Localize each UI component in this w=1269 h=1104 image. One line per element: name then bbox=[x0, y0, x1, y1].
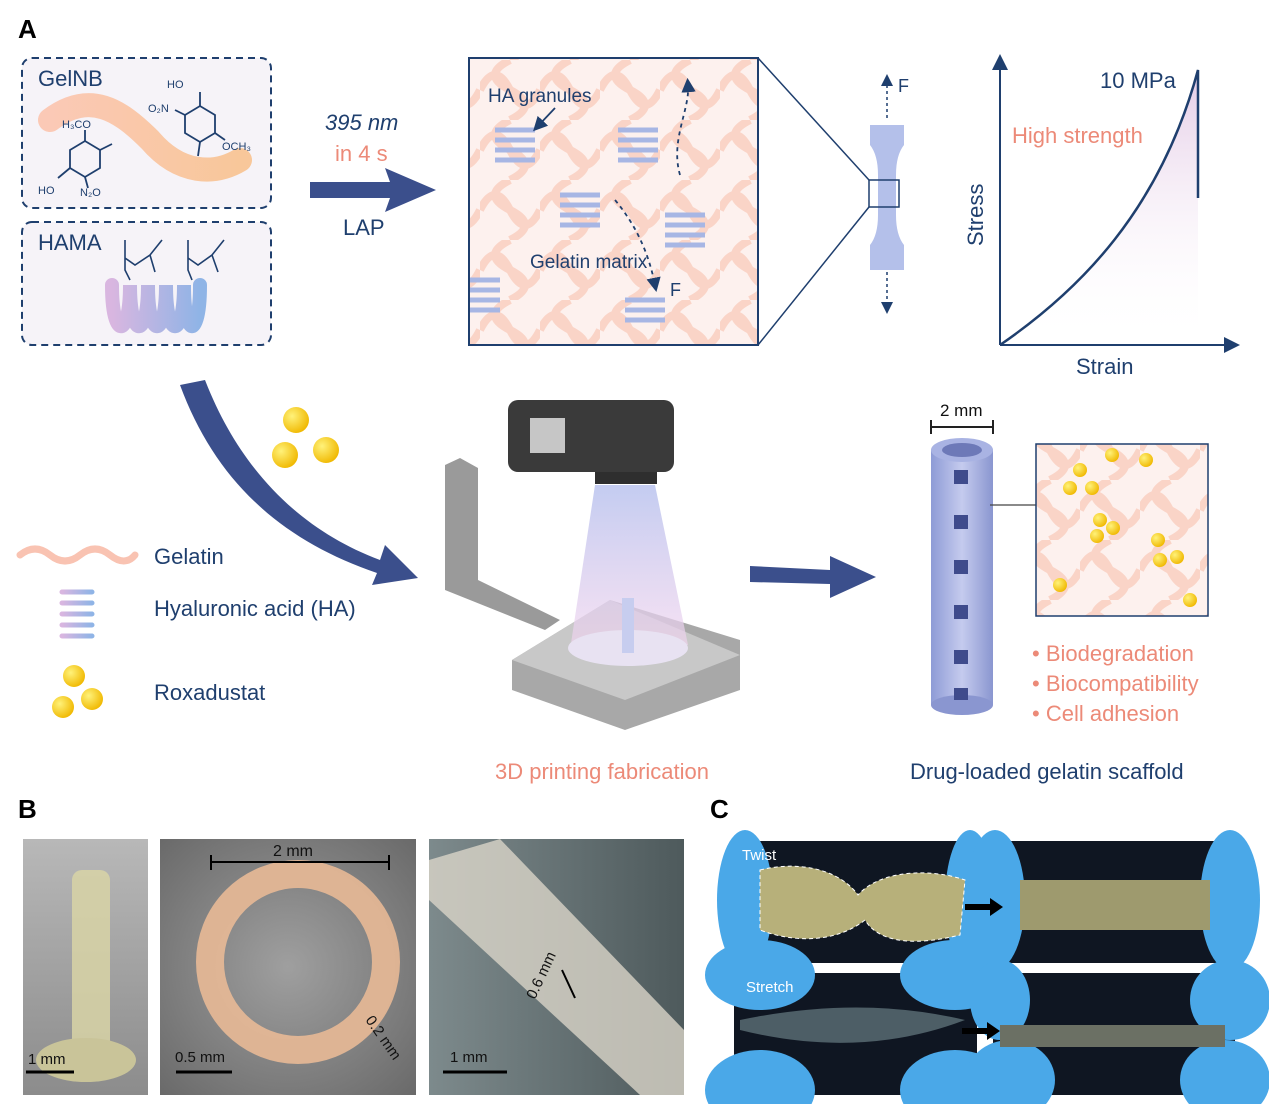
gelatin-strand-icon bbox=[38, 93, 252, 182]
methacrylate-structure bbox=[124, 239, 225, 281]
scale-bar-label: 0.5 mm bbox=[175, 1049, 225, 1066]
chem-label: HO bbox=[38, 185, 55, 197]
max-stress-label: 10 MPa bbox=[1100, 68, 1177, 93]
stretch-before-photo: Stretch bbox=[705, 940, 1010, 1104]
photo-scaffold-side: 1 mm bbox=[23, 839, 148, 1095]
chem-label: H₃CO bbox=[62, 119, 91, 131]
legend: Gelatin Hyaluronic acid (HA) Roxadustat bbox=[16, 544, 356, 718]
gelatin-matrix-label: Gelatin matrix bbox=[530, 252, 648, 273]
high-strength-label: High strength bbox=[1012, 123, 1143, 148]
twist-after-photo bbox=[965, 830, 1260, 970]
scaffold-illustration: 2 mm • Biodegradation • Biocompatibility… bbox=[910, 401, 1209, 784]
hama-title: HAMA bbox=[38, 230, 102, 255]
initiator-label: LAP bbox=[343, 215, 385, 240]
curved-arrow-icon bbox=[180, 380, 418, 585]
wavelength-label: 395 nm bbox=[325, 110, 398, 135]
force-label: F bbox=[670, 280, 681, 300]
stretch-label: Stretch bbox=[746, 979, 794, 996]
ha-granules-label: HA granules bbox=[488, 86, 592, 107]
x-axis-label: Strain bbox=[1076, 354, 1133, 379]
hyaluronic-acid-helix-icon bbox=[59, 589, 95, 639]
chem-label: N₂O bbox=[80, 187, 101, 199]
right-arrow-icon bbox=[965, 898, 1003, 916]
photo-scaffold-cross-section: 2 mm 0.2 mm 0.5 mm bbox=[160, 839, 416, 1095]
stress-strain-plot: 10 MPa High strength Stress Strain bbox=[963, 54, 1240, 379]
property-cell-adhesion: • Cell adhesion bbox=[1032, 701, 1179, 726]
roxadustat-particles-icon bbox=[272, 407, 339, 468]
panel-label-c: C bbox=[710, 794, 729, 824]
roxadustat-particles-icon bbox=[52, 665, 103, 718]
nitrobenzyl-structure bbox=[57, 92, 226, 189]
y-axis-label: Stress bbox=[963, 184, 988, 246]
twist-label: Twist bbox=[742, 847, 777, 864]
ha-granules bbox=[470, 127, 705, 323]
chem-label: HO bbox=[167, 79, 184, 91]
gelnb-title: GelNB bbox=[38, 66, 103, 91]
scaffold-holes bbox=[954, 470, 968, 700]
gelatin-strand-icon bbox=[16, 545, 139, 565]
gelnb-box: GelNB H₃CO HO N₂O HO O₂N OCH₃ bbox=[21, 57, 272, 209]
dimension-label: 2 mm bbox=[273, 843, 313, 860]
3d-printer-illustration: 3D printing fabrication bbox=[445, 400, 740, 784]
printing-caption: 3D printing fabrication bbox=[495, 759, 709, 784]
scale-bar-label: 1 mm bbox=[28, 1051, 66, 1068]
right-arrow-icon bbox=[962, 1022, 1000, 1040]
legend-label-roxadustat: Roxadustat bbox=[154, 680, 265, 705]
network-schematic: HA granules Gelatin matrix F bbox=[468, 57, 870, 346]
hama-box: HAMA bbox=[21, 221, 272, 346]
specimen-force-label: F bbox=[898, 76, 909, 96]
scaffold-scale-label: 2 mm bbox=[940, 401, 983, 420]
photo-scaffold-pores: 0.6 mm 1 mm bbox=[429, 839, 684, 1095]
panel-label-b: B bbox=[18, 794, 37, 824]
stress-strain-curve bbox=[999, 69, 1200, 347]
scale-bar-label: 1 mm bbox=[450, 1049, 488, 1066]
time-label: in 4 s bbox=[335, 141, 388, 166]
reaction-arrow: 395 nm in 4 s LAP bbox=[310, 110, 436, 240]
stretch-after-photo bbox=[965, 960, 1269, 1104]
legend-label-gelatin: Gelatin bbox=[154, 544, 224, 569]
panel-label-a: A bbox=[18, 14, 37, 44]
chem-label: OCH₃ bbox=[222, 141, 251, 153]
chem-label: O₂N bbox=[148, 103, 169, 115]
property-biocompatibility: • Biocompatibility bbox=[1032, 671, 1199, 696]
drug-particles bbox=[1053, 448, 1197, 607]
right-arrow-icon bbox=[750, 556, 876, 598]
scaffold-caption: Drug-loaded gelatin scaffold bbox=[910, 759, 1184, 784]
right-arrow-icon bbox=[310, 168, 436, 212]
hyaluronic-acid-helix-icon bbox=[105, 278, 207, 334]
legend-label-ha: Hyaluronic acid (HA) bbox=[154, 596, 356, 621]
tensile-specimen: F bbox=[868, 74, 909, 314]
property-biodegradation: • Biodegradation bbox=[1032, 641, 1194, 666]
